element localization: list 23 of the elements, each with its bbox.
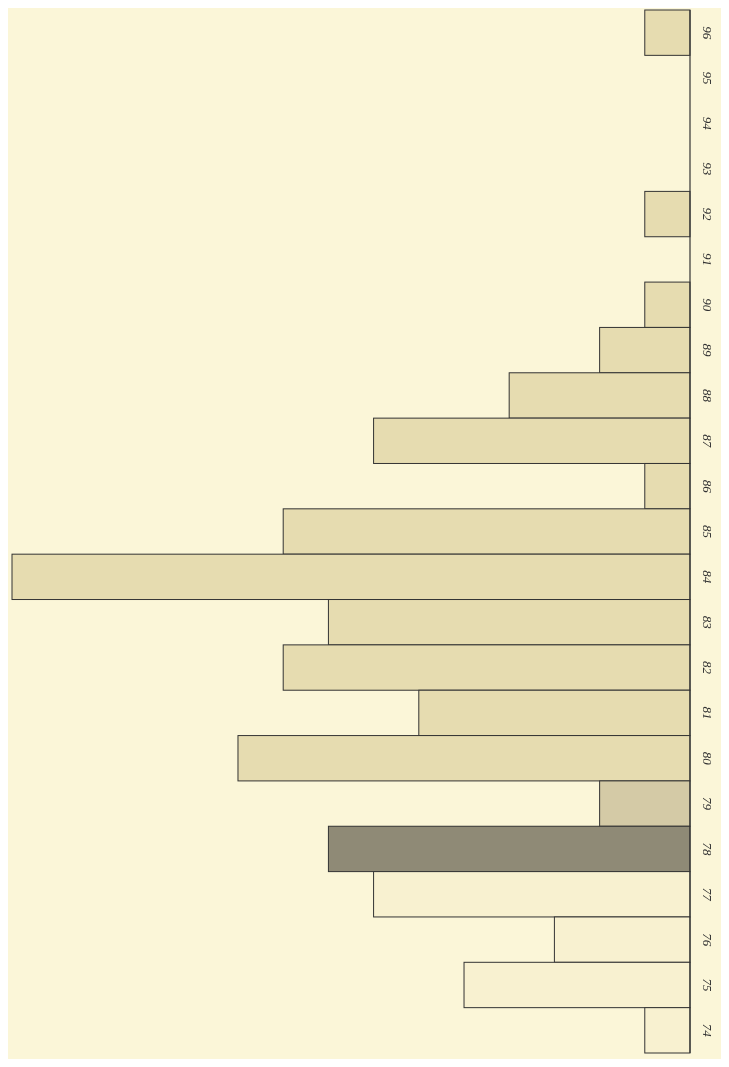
- y-tick-label: 90: [700, 298, 716, 312]
- y-tick-label: 74: [700, 1023, 716, 1038]
- y-tick-label: 86: [700, 479, 716, 494]
- y-tick-label: 93: [700, 162, 716, 176]
- y-tick-label: 79: [700, 797, 716, 811]
- y-tick-label: 76: [700, 933, 716, 947]
- y-tick-label: 75: [700, 978, 716, 992]
- y-tick-label: 78: [700, 842, 716, 856]
- y-tick-label: 80: [700, 751, 716, 766]
- y-tick-label: 87: [700, 434, 716, 448]
- y-tick-label: 81: [700, 706, 716, 720]
- y-tick-label: 91: [700, 252, 716, 266]
- y-tick-label: 96: [700, 26, 716, 40]
- y-tick-label: 92: [700, 207, 716, 222]
- y-tick-label: 84: [700, 570, 716, 584]
- y-tick-label: 95: [700, 71, 716, 86]
- y-tick-label: 83: [700, 615, 716, 630]
- y-tick-label: 89: [700, 343, 716, 358]
- y-tick-label: 85: [700, 525, 716, 539]
- y-tick-label: 88: [700, 388, 716, 403]
- y-tick-label: 82: [700, 661, 716, 675]
- y-tick-label: 94: [700, 116, 716, 131]
- y-tick-label: 77: [700, 887, 716, 902]
